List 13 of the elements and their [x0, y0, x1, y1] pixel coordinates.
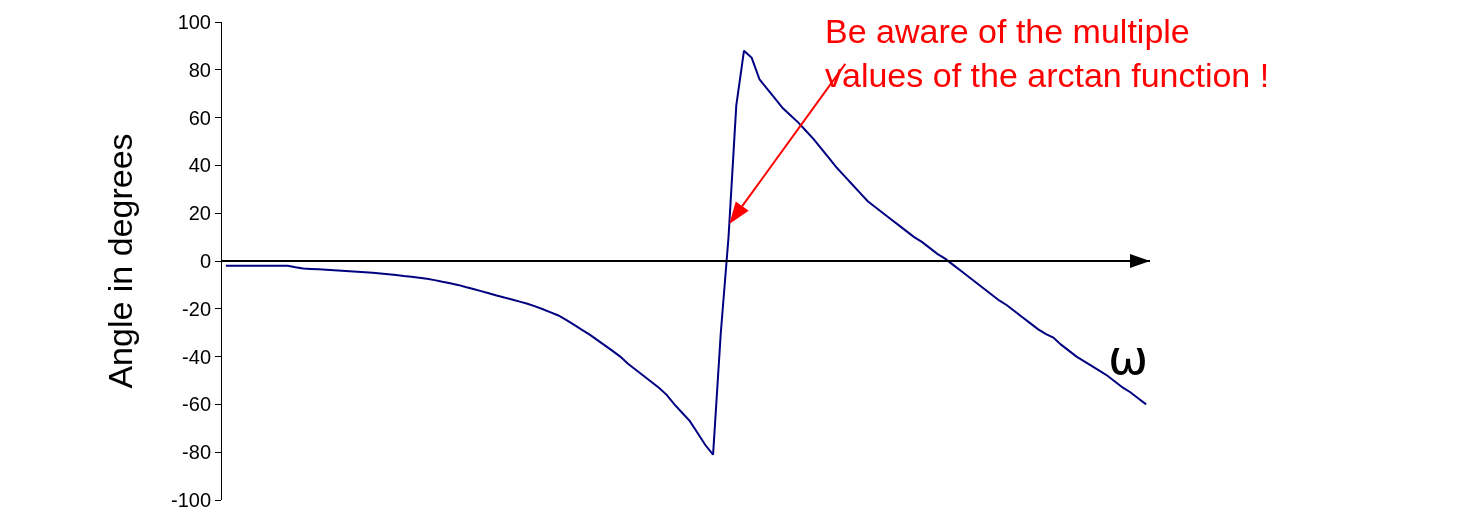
y-tick-label: -100 [170, 489, 211, 511]
y-tick-label: 80 [188, 58, 211, 81]
y-tick-label: -80 [182, 441, 211, 464]
y-tick-label: 60 [188, 106, 211, 129]
y-tick-label: 20 [188, 202, 211, 225]
y-tick-label: -40 [182, 345, 211, 368]
x-axis-title: ω [1108, 329, 1149, 385]
y-tick-label: -60 [182, 393, 211, 416]
y-tick-label: 0 [199, 250, 211, 272]
y-axis-title: Angle in degrees [100, 133, 139, 389]
y-tick-label: 40 [188, 154, 211, 177]
y-tick-label: 100 [177, 11, 211, 33]
y-tick-label: -20 [182, 297, 211, 320]
